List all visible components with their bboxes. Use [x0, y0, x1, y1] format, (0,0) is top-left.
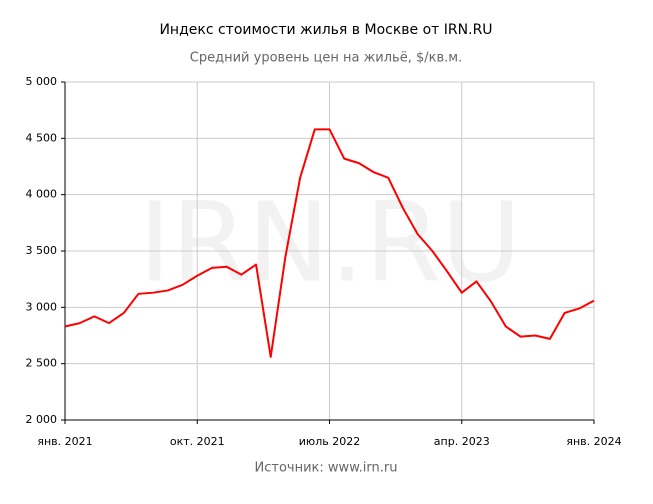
chart-subtitle: Средний уровень цен на жильё, $/кв.м. — [190, 51, 462, 66]
x-tick-label: апр. 2023 — [434, 435, 490, 448]
data-line — [64, 128, 595, 358]
y-tick-label: 2 500 — [26, 357, 58, 370]
x-tick-label: янв. 2021 — [37, 435, 92, 448]
y-tick-label: 5 000 — [26, 75, 58, 88]
source: Источник: www.irn.ru — [255, 461, 398, 476]
y-tick-label: 4 500 — [26, 131, 58, 144]
y-tick-label: 2 000 — [26, 413, 58, 426]
chart-title: Индекс стоимости жилья в Москве от IRN.R… — [159, 22, 492, 38]
y-tick-label: 3 500 — [26, 244, 58, 257]
x-tick-label: июль 2022 — [299, 435, 360, 448]
x-tick-label: окт. 2021 — [170, 435, 225, 448]
x-tick-label: янв. 2024 — [566, 435, 621, 448]
y-tick-label: 4 000 — [26, 188, 58, 201]
y-tick-label: 3 000 — [26, 300, 58, 313]
